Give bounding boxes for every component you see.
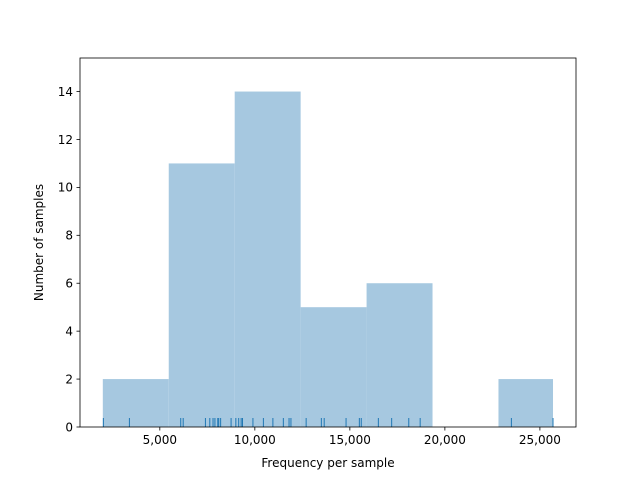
histogram-bar-1 <box>168 163 235 427</box>
y-tick-label-6: 12 <box>58 133 73 147</box>
histogram-bar-0 <box>102 379 169 427</box>
y-tick-label-7: 14 <box>58 85 73 99</box>
x-tick-label-1: 10,000 <box>234 433 276 447</box>
x-tick-label-0: 5,000 <box>143 433 177 447</box>
y-tick-label-4: 8 <box>65 229 73 243</box>
x-tick-label-2: 15,000 <box>329 433 371 447</box>
rug-marks <box>102 418 554 427</box>
histogram-bar-6 <box>498 379 554 427</box>
y-tick-label-3: 6 <box>65 277 73 291</box>
x-axis-ticks: 5,000 10,000 15,000 20,000 25,000 <box>143 427 561 447</box>
x-axis-label: Frequency per sample <box>261 456 394 470</box>
y-axis-ticks: 0 2 4 6 8 10 12 14 <box>58 85 80 434</box>
plot-frame <box>79 57 577 428</box>
x-tick-label-4: 25,000 <box>519 433 561 447</box>
histogram-bar-3 <box>300 307 367 427</box>
histogram-bar-2 <box>234 91 301 427</box>
histogram-bar-4 <box>366 283 433 427</box>
y-tick-label-1: 2 <box>65 372 73 386</box>
y-tick-label-2: 4 <box>65 324 73 338</box>
histogram-bars <box>102 91 554 427</box>
x-tick-label-3: 20,000 <box>424 433 466 447</box>
y-axis-label: Number of samples <box>32 184 46 301</box>
y-tick-label-5: 10 <box>58 181 73 195</box>
y-tick-label-0: 0 <box>65 420 73 434</box>
